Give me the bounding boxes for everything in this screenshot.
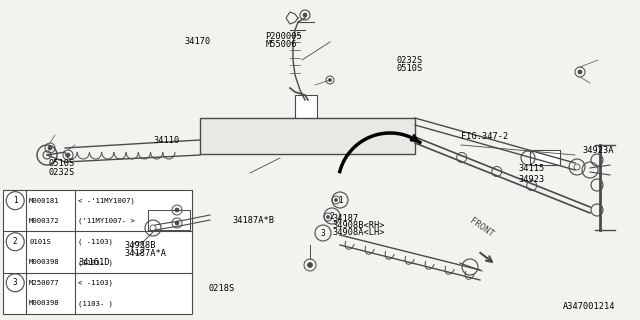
Text: 34170: 34170 xyxy=(185,37,211,46)
Bar xyxy=(530,150,560,165)
Text: 34110: 34110 xyxy=(154,136,180,145)
Text: A347001214: A347001214 xyxy=(563,302,616,311)
Text: 1: 1 xyxy=(13,196,17,205)
Circle shape xyxy=(175,208,179,212)
Text: M250077: M250077 xyxy=(29,280,60,286)
Bar xyxy=(295,95,317,123)
Text: 1: 1 xyxy=(338,196,342,204)
Text: 3: 3 xyxy=(13,278,17,287)
Text: 34923A: 34923A xyxy=(582,146,614,155)
Circle shape xyxy=(326,215,330,219)
Circle shape xyxy=(48,146,52,150)
Text: 34161D: 34161D xyxy=(79,258,110,267)
Circle shape xyxy=(175,221,179,225)
Text: FRONT: FRONT xyxy=(468,216,495,239)
Text: 34187A*A: 34187A*A xyxy=(125,249,167,258)
Circle shape xyxy=(578,70,582,74)
Text: ( -1103): ( -1103) xyxy=(78,238,113,245)
Bar xyxy=(3,190,192,314)
Text: M000372: M000372 xyxy=(29,218,60,224)
Text: P200005: P200005 xyxy=(266,32,302,41)
Text: 3: 3 xyxy=(321,228,325,237)
Text: M000398: M000398 xyxy=(29,259,60,265)
Text: M000181: M000181 xyxy=(29,198,60,204)
Text: 34928B: 34928B xyxy=(125,241,156,250)
Circle shape xyxy=(307,262,312,268)
Text: 0232S: 0232S xyxy=(48,168,74,177)
Bar xyxy=(200,118,415,154)
Text: 34187A*B: 34187A*B xyxy=(232,216,275,225)
Text: 0218S: 0218S xyxy=(208,284,234,293)
Text: 2: 2 xyxy=(330,212,334,220)
Circle shape xyxy=(335,198,337,202)
Text: (1103- ): (1103- ) xyxy=(78,300,113,307)
Text: 2: 2 xyxy=(13,237,17,246)
Text: 34908B<RH>: 34908B<RH> xyxy=(333,221,385,230)
Text: 34923: 34923 xyxy=(518,175,545,184)
Text: 34908A<LH>: 34908A<LH> xyxy=(333,228,385,237)
Circle shape xyxy=(66,153,70,157)
Text: FIG.347-2: FIG.347-2 xyxy=(461,132,508,140)
Text: < -1103): < -1103) xyxy=(78,280,113,286)
Text: 0101S: 0101S xyxy=(29,239,51,245)
Text: < -'11MY1007): < -'11MY1007) xyxy=(78,197,135,204)
Text: ('11MY1007- >: ('11MY1007- > xyxy=(78,218,135,224)
Text: 0510S: 0510S xyxy=(397,64,423,73)
Text: M55006: M55006 xyxy=(266,40,297,49)
Text: M000398: M000398 xyxy=(29,300,60,306)
Bar xyxy=(148,210,190,230)
Circle shape xyxy=(303,13,307,17)
Text: 0510S: 0510S xyxy=(48,159,74,168)
Text: 0232S: 0232S xyxy=(397,56,423,65)
Text: (1103- ): (1103- ) xyxy=(78,259,113,266)
Text: 34187: 34187 xyxy=(333,214,359,223)
Text: 34115: 34115 xyxy=(518,164,545,172)
Circle shape xyxy=(328,78,332,82)
